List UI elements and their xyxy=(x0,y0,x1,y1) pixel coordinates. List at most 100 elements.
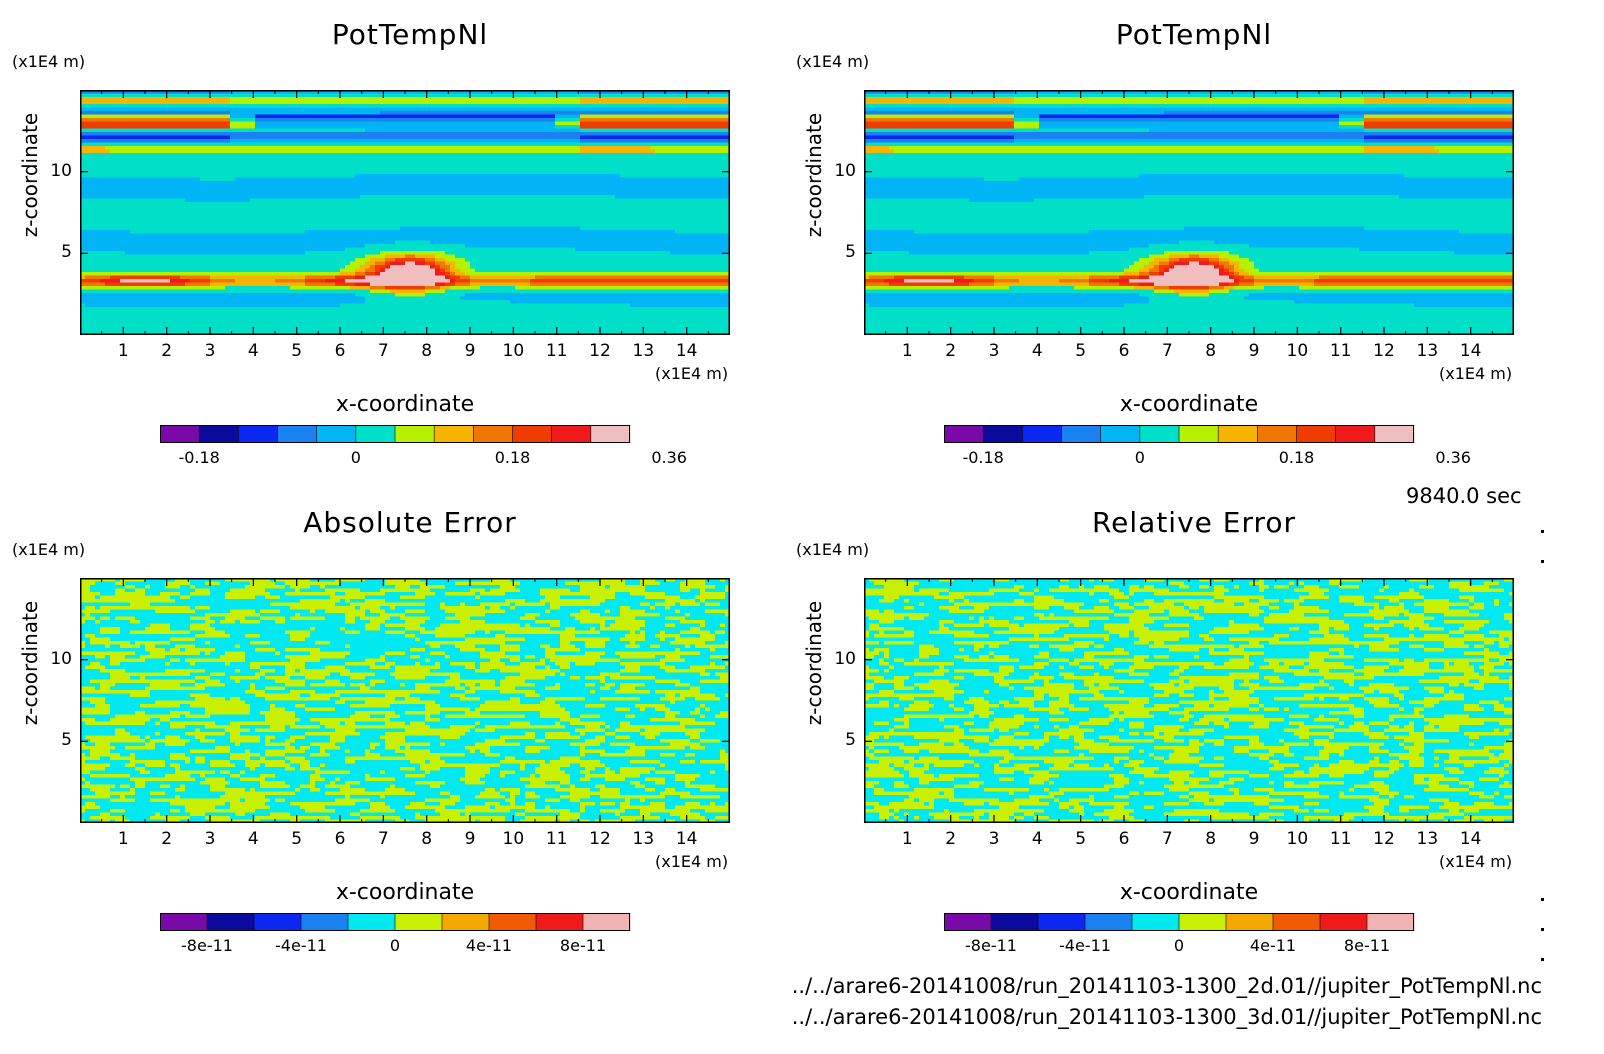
heatmap-cell xyxy=(550,167,556,172)
heatmap-cell xyxy=(420,188,426,193)
heatmap-cell xyxy=(210,202,216,207)
heatmap-cell xyxy=(495,149,501,154)
heatmap-cell xyxy=(100,198,106,203)
heatmap-cell xyxy=(115,156,121,161)
heatmap-cell xyxy=(470,188,476,193)
heatmap-cell xyxy=(275,142,281,147)
heatmap-cell xyxy=(120,195,126,200)
heatmap-cell xyxy=(220,125,226,130)
heatmap-cell xyxy=(490,163,496,168)
heatmap-cell xyxy=(625,167,631,172)
heatmap-cell xyxy=(425,156,431,161)
heatmap-cell xyxy=(490,170,496,175)
heatmap-cell xyxy=(690,128,696,133)
heatmap-cell xyxy=(140,216,146,221)
heatmap-cell xyxy=(585,216,591,221)
heatmap-cell xyxy=(190,174,196,179)
heatmap-cell xyxy=(515,132,521,137)
heatmap-cell xyxy=(410,209,416,214)
heatmap-cell xyxy=(155,90,161,95)
heatmap-cell xyxy=(515,198,521,203)
heatmap-cell xyxy=(540,174,546,179)
heatmap-cell xyxy=(555,170,561,175)
heatmap-cell xyxy=(675,191,681,196)
heatmap-cell xyxy=(700,198,706,203)
heatmap-cell xyxy=(655,125,661,130)
heatmap-cell xyxy=(300,205,306,210)
heatmap-cell xyxy=(170,198,176,203)
heatmap-cell xyxy=(465,160,471,165)
heatmap-cell xyxy=(685,90,691,95)
heatmap-cell xyxy=(605,121,611,126)
heatmap-cell xyxy=(565,142,571,147)
heatmap-cell xyxy=(410,128,416,133)
heatmap-cell xyxy=(610,177,616,182)
heatmap-cell xyxy=(580,160,586,165)
heatmap-cell xyxy=(460,118,466,123)
heatmap-cell xyxy=(250,160,256,165)
heatmap-cell xyxy=(140,198,146,203)
heatmap-cell xyxy=(350,163,356,168)
heatmap-cell xyxy=(270,177,276,182)
heatmap-cell xyxy=(620,209,626,214)
heatmap-cell xyxy=(190,139,196,144)
heatmap-cell xyxy=(395,153,401,158)
heatmap-cell xyxy=(205,149,211,154)
heatmap-cell xyxy=(295,181,301,186)
heatmap-cell xyxy=(295,170,301,175)
heatmap-cell xyxy=(100,160,106,165)
heatmap-cell xyxy=(315,153,321,158)
heatmap-cell xyxy=(385,114,391,119)
heatmap-cell xyxy=(400,160,406,165)
heatmap-cell xyxy=(440,111,446,116)
heatmap-cell xyxy=(245,198,251,203)
heatmap-cell xyxy=(580,128,586,133)
heatmap-cell xyxy=(580,104,586,109)
heatmap-cell xyxy=(540,111,546,116)
heatmap-cell xyxy=(360,170,366,175)
heatmap-cell xyxy=(240,153,246,158)
heatmap-cell xyxy=(300,111,306,116)
heatmap-cell xyxy=(620,212,626,217)
heatmap-cell xyxy=(695,188,701,193)
heatmap-cell xyxy=(530,212,536,217)
heatmap-cell xyxy=(260,149,266,154)
heatmap-cell xyxy=(645,100,651,105)
heatmap-cell xyxy=(220,118,226,123)
heatmap-cell xyxy=(595,191,601,196)
heatmap-cell xyxy=(160,128,166,133)
heatmap-cell xyxy=(630,121,636,126)
heatmap-cell xyxy=(185,198,191,203)
heatmap-cell xyxy=(615,114,621,119)
heatmap-cell xyxy=(725,195,730,200)
heatmap-cell xyxy=(240,90,246,95)
heatmap-cell xyxy=(720,198,726,203)
heatmap-cell xyxy=(480,153,486,158)
heatmap-cell xyxy=(290,205,296,210)
heatmap-cell xyxy=(130,90,136,95)
heatmap-cell xyxy=(385,111,391,116)
heatmap-cell xyxy=(575,167,581,172)
heatmap-cell xyxy=(85,219,91,224)
heatmap-cell xyxy=(390,114,396,119)
heatmap-cell xyxy=(685,170,691,175)
heatmap-cell xyxy=(425,149,431,154)
heatmap-cell xyxy=(215,202,221,207)
heatmap-cell xyxy=(235,128,241,133)
heatmap-cell xyxy=(375,205,381,210)
heatmap-cell xyxy=(305,181,311,186)
heatmap-cell xyxy=(450,135,456,140)
heatmap-cell xyxy=(235,111,241,116)
heatmap-cell xyxy=(670,132,676,137)
heatmap-cell xyxy=(325,107,331,112)
heatmap-cell xyxy=(490,121,496,126)
heatmap-cell xyxy=(640,135,646,140)
heatmap-cell xyxy=(370,114,376,119)
heatmap-cell xyxy=(145,139,151,144)
heatmap-cell xyxy=(705,177,711,182)
heatmap-cell xyxy=(515,114,521,119)
heatmap-cell xyxy=(345,160,351,165)
heatmap-cell xyxy=(180,104,186,109)
heatmap-cell xyxy=(320,107,326,112)
heatmap-cell xyxy=(270,191,276,196)
